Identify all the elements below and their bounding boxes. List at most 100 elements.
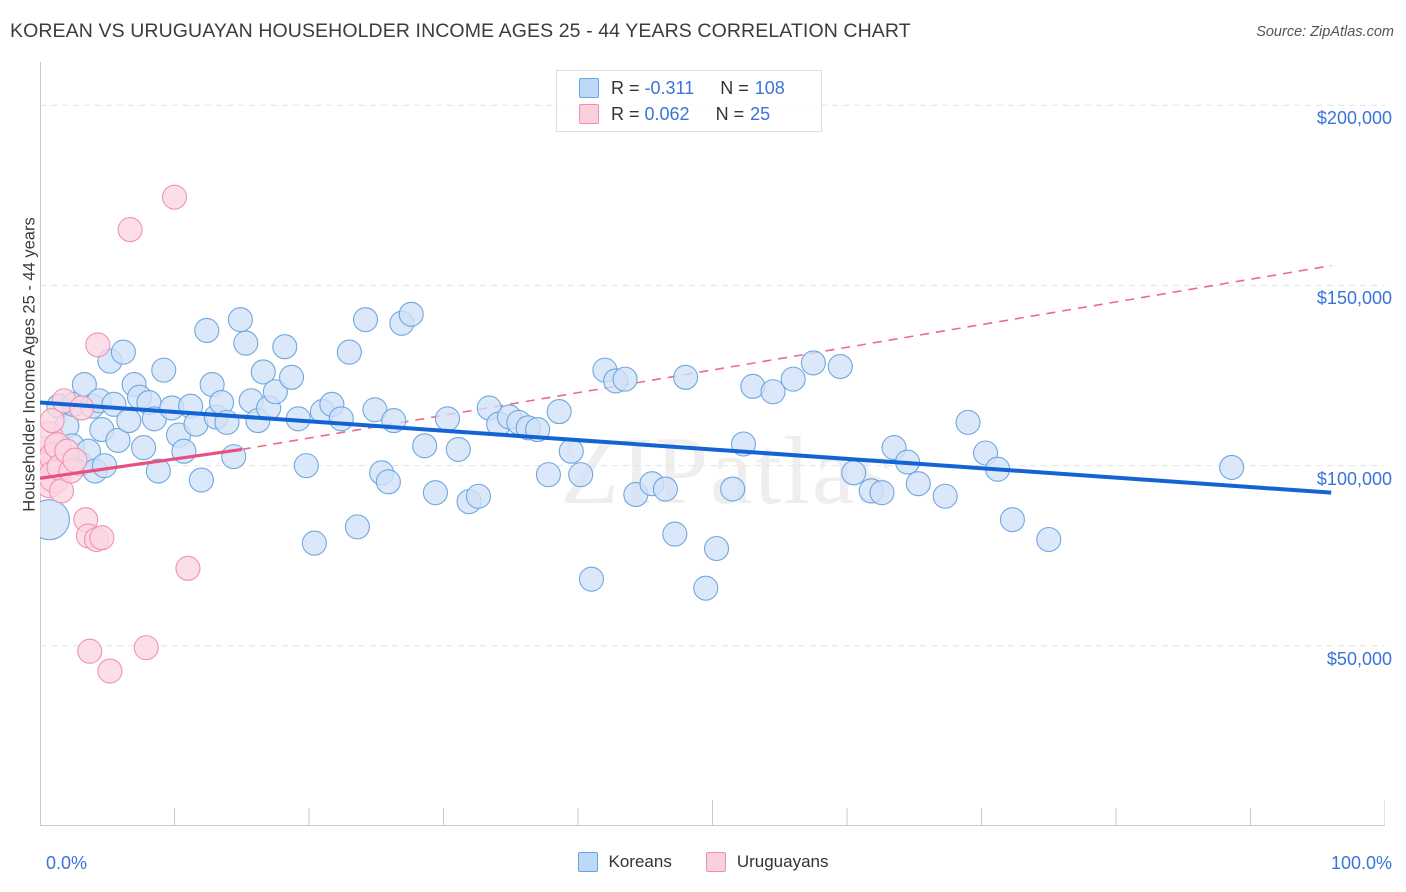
- data-point[interactable]: [97, 658, 123, 684]
- data-point[interactable]: [293, 453, 319, 479]
- data-point[interactable]: [117, 217, 143, 243]
- legend-n-label-koreans: N =: [720, 77, 749, 98]
- legend-item-koreans[interactable]: Koreans: [577, 852, 672, 872]
- data-point[interactable]: [398, 301, 424, 327]
- data-point[interactable]: [693, 575, 719, 601]
- data-point[interactable]: [434, 406, 461, 432]
- series-points-uruguayans: [40, 184, 201, 684]
- data-point[interactable]: [412, 433, 438, 459]
- data-point[interactable]: [841, 460, 867, 486]
- y-axis-tick-label: $50,000: [1326, 648, 1392, 669]
- data-point[interactable]: [92, 453, 118, 479]
- data-point[interactable]: [221, 444, 247, 470]
- data-point[interactable]: [869, 480, 895, 506]
- legend-swatch-uruguayans: [579, 104, 599, 124]
- data-point[interactable]: [328, 406, 354, 432]
- data-point[interactable]: [344, 514, 370, 540]
- data-point[interactable]: [1036, 526, 1062, 553]
- legend-label-koreans: Koreans: [608, 852, 672, 871]
- trendline-koreans: [40, 400, 1332, 495]
- data-point[interactable]: [612, 366, 638, 392]
- legend-color-uruguayans: [705, 852, 726, 872]
- data-point[interactable]: [568, 462, 594, 488]
- data-point[interactable]: [272, 334, 298, 360]
- x-axis-min-label: 0.0%: [46, 853, 88, 873]
- data-point[interactable]: [800, 350, 826, 376]
- legend-swatch-koreans: [579, 78, 599, 98]
- data-point[interactable]: [720, 476, 746, 502]
- legend-r-value-uruguayans: 0.062: [644, 103, 690, 124]
- source-attribution: Source: ZipAtlas.com: [1256, 24, 1394, 40]
- data-point[interactable]: [760, 379, 786, 405]
- legend-row-uruguayans: R = 0.062 N = 25: [579, 101, 770, 127]
- data-point[interactable]: [546, 399, 572, 425]
- data-point[interactable]: [578, 566, 605, 592]
- data-point[interactable]: [955, 409, 981, 435]
- data-point[interactable]: [352, 307, 379, 333]
- legend-color-koreans: [577, 852, 598, 872]
- trendline-extension-uruguayans: [241, 264, 1332, 451]
- series-legend: Koreans Uruguayans: [0, 852, 1406, 872]
- data-point[interactable]: [101, 391, 127, 417]
- scatter-plot-area: [40, 62, 1385, 826]
- y-axis-title: Householder Income Ages 25 - 44 years: [20, 217, 39, 512]
- data-point[interactable]: [375, 469, 401, 495]
- correlation-legend: R = -0.311 N = 108 R = 0.062 N = 25: [556, 70, 822, 132]
- data-point[interactable]: [175, 555, 201, 581]
- y-axis-tick-label: $150,000: [1316, 288, 1392, 309]
- data-point[interactable]: [62, 447, 88, 473]
- data-point[interactable]: [905, 471, 931, 497]
- legend-label-uruguayans: Uruguayans: [736, 852, 829, 871]
- data-point[interactable]: [932, 483, 958, 509]
- data-point[interactable]: [131, 435, 157, 461]
- data-point[interactable]: [703, 535, 730, 562]
- data-point[interactable]: [233, 330, 259, 356]
- data-point[interactable]: [362, 397, 388, 423]
- data-point[interactable]: [85, 332, 111, 358]
- data-point[interactable]: [145, 458, 171, 484]
- data-point[interactable]: [116, 408, 142, 434]
- data-point[interactable]: [422, 480, 448, 506]
- data-point[interactable]: [227, 307, 253, 333]
- legend-item-uruguayans[interactable]: Uruguayans: [705, 852, 829, 872]
- legend-n-label-uruguayans: N =: [715, 103, 745, 124]
- legend-row-koreans: R = -0.311 N = 108: [579, 75, 785, 101]
- legend-n-value-koreans: 108: [754, 77, 785, 98]
- data-point[interactable]: [673, 364, 699, 390]
- y-axis-tick-label: $200,000: [1316, 108, 1392, 129]
- data-point[interactable]: [151, 357, 177, 383]
- data-point[interactable]: [445, 436, 471, 462]
- data-point[interactable]: [194, 317, 220, 344]
- y-axis-tick-label: $100,000: [1316, 468, 1392, 489]
- data-point[interactable]: [77, 638, 103, 664]
- data-point[interactable]: [336, 339, 362, 365]
- data-point[interactable]: [40, 499, 70, 541]
- data-point[interactable]: [780, 366, 806, 392]
- data-point[interactable]: [1219, 454, 1245, 480]
- data-point[interactable]: [133, 635, 159, 661]
- data-point[interactable]: [999, 507, 1025, 533]
- x-axis-max-label: 100.0%: [1330, 853, 1392, 873]
- data-point[interactable]: [652, 476, 678, 502]
- legend-r-label-uruguayans: R =: [611, 103, 640, 124]
- data-point[interactable]: [161, 184, 188, 210]
- data-point[interactable]: [662, 521, 688, 547]
- data-point[interactable]: [558, 438, 584, 464]
- data-point[interactable]: [465, 483, 492, 509]
- data-point[interactable]: [250, 359, 276, 385]
- data-point[interactable]: [262, 379, 288, 405]
- data-point[interactable]: [110, 339, 136, 365]
- legend-n-value-uruguayans: 25: [750, 103, 771, 124]
- data-point[interactable]: [89, 525, 115, 551]
- data-point[interactable]: [535, 462, 561, 488]
- data-point[interactable]: [827, 353, 853, 380]
- trendline-uruguayans: [40, 447, 242, 480]
- data-point[interactable]: [105, 427, 131, 453]
- data-point[interactable]: [188, 467, 214, 493]
- data-point[interactable]: [301, 530, 327, 556]
- data-point[interactable]: [278, 364, 305, 390]
- data-point[interactable]: [40, 408, 65, 434]
- page-title: KOREAN VS URUGUAYAN HOUSEHOLDER INCOME A…: [10, 20, 911, 42]
- legend-r-label-koreans: R =: [611, 77, 640, 98]
